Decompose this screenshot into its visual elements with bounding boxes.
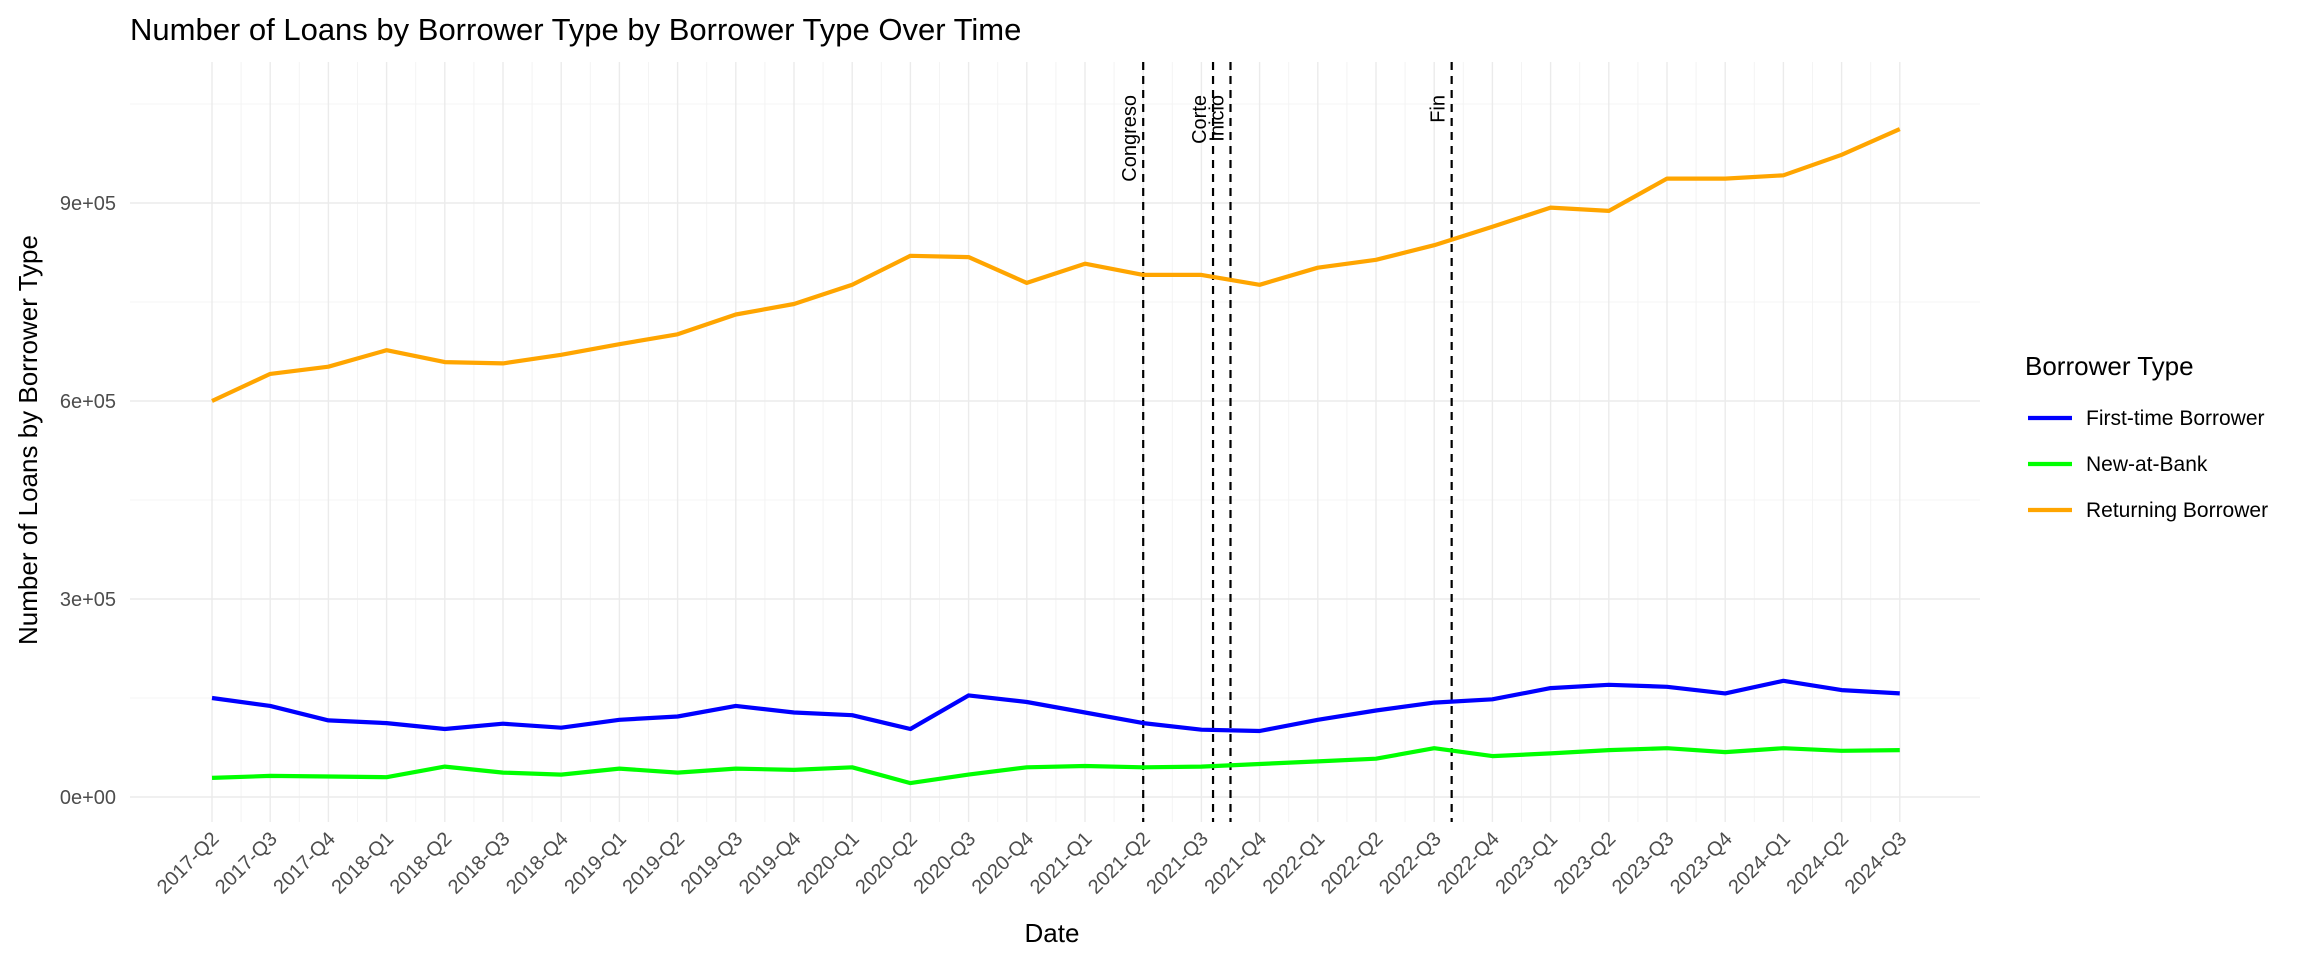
x-tick-label: 2019-Q4 [735, 828, 806, 899]
y-tick-label: 6e+05 [60, 391, 116, 413]
x-tick-label: 2021-Q1 [1026, 828, 1097, 899]
x-tick-label: 2018-Q1 [328, 828, 399, 899]
y-tick-label: 9e+05 [60, 193, 116, 215]
x-tick-label: 2019-Q3 [677, 828, 748, 899]
vline-label-corte: Corte [1189, 95, 1211, 144]
x-tick-label: 2018-Q3 [444, 828, 515, 899]
x-tick-label: 2022-Q2 [1317, 828, 1388, 899]
y-tick-label: 3e+05 [60, 589, 116, 611]
series-line-new-at-bank [211, 746, 1900, 786]
vline-label-inicio: Inicio [1207, 95, 1229, 142]
x-tick-label: 2020-Q3 [910, 828, 981, 899]
series-lines [211, 127, 1901, 786]
x-tick-label: 2021-Q4 [1201, 828, 1272, 899]
x-tick-label: 2018-Q4 [502, 828, 573, 899]
x-tick-label: 2018-Q2 [386, 828, 457, 899]
x-tick-label: 2020-Q2 [851, 828, 922, 899]
series-line-returning-borrower [211, 127, 1901, 403]
x-tick-label: 2017-Q3 [211, 828, 282, 899]
x-tick-label: 2023-Q4 [1666, 828, 1737, 899]
x-tick-label: 2022-Q1 [1259, 828, 1330, 899]
x-tick-label: 2024-Q2 [1783, 828, 1854, 899]
legend: Borrower Type First-time Borrower New-at-… [2025, 351, 2268, 522]
x-tick-label: 2017-Q2 [153, 828, 224, 899]
x-tick-label: 2021-Q3 [1142, 828, 1213, 899]
y-axis-ticks: 0e+00 3e+05 6e+05 9e+05 [60, 193, 116, 809]
x-tick-label: 2023-Q3 [1608, 828, 1679, 899]
chart-title: Number of Loans by Borrower Type by Borr… [130, 12, 1021, 47]
x-tick-label: 2020-Q1 [793, 828, 864, 899]
vline-label-congreso: Congreso [1119, 95, 1141, 182]
legend-label: First-time Borrower [2086, 407, 2265, 430]
x-axis-ticks: 2017-Q22017-Q32017-Q42018-Q12018-Q22018-… [153, 828, 1911, 899]
x-axis-title: Date [1025, 918, 1080, 948]
legend-label: Returning Borrower [2086, 499, 2268, 522]
legend-title: Borrower Type [2025, 351, 2194, 381]
x-tick-label: 2017-Q4 [269, 828, 340, 899]
y-tick-label: 0e+00 [60, 787, 116, 809]
legend-label: New-at-Bank [2086, 453, 2208, 476]
x-tick-label: 2019-Q1 [560, 828, 631, 899]
x-tick-label: 2024-Q3 [1841, 828, 1912, 899]
x-tick-label: 2024-Q1 [1724, 828, 1795, 899]
vline-label-fin: Fin [1428, 95, 1450, 123]
x-tick-label: 2019-Q2 [619, 828, 690, 899]
grid [130, 62, 1980, 822]
x-tick-label: 2023-Q1 [1492, 828, 1563, 899]
x-tick-label: 2022-Q3 [1375, 828, 1446, 899]
series-line-first-time-borrower [211, 678, 1900, 734]
x-tick-label: 2023-Q2 [1550, 828, 1621, 899]
x-tick-label: 2021-Q2 [1084, 828, 1155, 899]
x-tick-label: 2022-Q4 [1433, 828, 1504, 899]
y-axis-title: Number of Loans by Borrower Type [13, 235, 43, 645]
x-tick-label: 2020-Q4 [968, 828, 1039, 899]
